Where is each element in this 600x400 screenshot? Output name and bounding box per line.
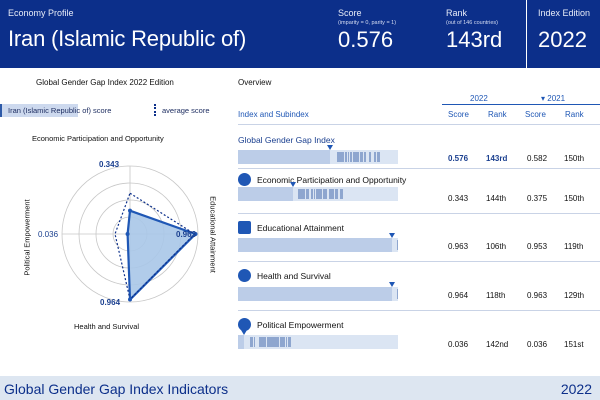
score-political: 0.036	[448, 340, 469, 349]
header-rank: Rank	[488, 110, 507, 119]
row-title-political: Political Empowerment	[257, 320, 344, 330]
profile-header: Economy Profile Iran (Islamic Republic o…	[0, 0, 600, 68]
value-political: 0.036	[38, 230, 59, 239]
row-title-educational: Educational Attainment	[257, 223, 344, 233]
health-icon	[238, 269, 251, 282]
header-rank-2021: Rank	[565, 110, 584, 119]
overview-title: Overview	[238, 78, 272, 87]
rank-economic: 144th	[486, 194, 507, 203]
rank-2021-health: 129th	[564, 291, 585, 300]
radar-chart	[61, 165, 199, 303]
overall-rank: 143rd	[446, 27, 503, 52]
score-ggg: 0.576	[448, 154, 469, 163]
economy-icon	[238, 173, 251, 186]
edition-label: Index Edition	[538, 8, 591, 18]
radar-country-area	[126, 209, 197, 301]
rank-label: Rank	[446, 8, 468, 18]
radar-point	[193, 232, 198, 236]
score-bar-ggg	[238, 150, 398, 164]
rank-health: 118th	[486, 291, 506, 300]
edition-year: 2022	[538, 27, 587, 52]
score-economic: 0.343	[448, 194, 469, 203]
value-health: 0.964	[100, 298, 121, 307]
rank-note: (out of 146 countries)	[446, 20, 498, 26]
axis-label-economic: Economic Participation and Opportunity	[32, 134, 164, 143]
score-2021-economic: 0.375	[527, 194, 548, 203]
politics-icon	[238, 318, 251, 331]
year-2022: 2022	[470, 94, 488, 103]
row-title-ggg: Global Gender Gap Index	[238, 135, 335, 145]
row-separator	[238, 168, 600, 169]
row-title-economic: Economic Participation and Opportunity	[257, 175, 407, 185]
rank-2021-economic: 150th	[564, 194, 585, 203]
score-2021-ggg: 0.582	[527, 154, 548, 163]
header-score-2021: Score	[525, 110, 546, 119]
country-name: Iran (Islamic Republic of)	[8, 26, 247, 51]
year-2022-rule	[442, 104, 524, 105]
overall-score: 0.576	[338, 27, 394, 52]
score-bar-health	[238, 287, 398, 301]
rank-2021-ggg: 150th	[564, 154, 585, 163]
radar-point	[128, 208, 132, 213]
score-2021-health: 0.963	[527, 291, 548, 300]
profile-label: Economy Profile	[8, 8, 74, 18]
score-marker-economic	[289, 182, 296, 187]
education-icon	[238, 221, 251, 234]
row-title-health: Health and Survival	[257, 271, 331, 281]
row-separator	[238, 213, 600, 214]
year-2021: ▾ 2021	[541, 94, 566, 103]
value-educational: 0.963	[176, 230, 197, 239]
score-bar-economic	[238, 187, 398, 201]
score-2021-political: 0.036	[527, 340, 548, 349]
footer-year: 2022	[560, 381, 592, 397]
score-bar-educational	[238, 238, 398, 252]
rank-educational: 106th	[486, 242, 507, 251]
row-separator	[238, 310, 600, 311]
score-health: 0.964	[448, 291, 469, 300]
legend-country-label: Iran (Islamic Republic of) score	[8, 106, 112, 115]
score-label: Score	[338, 8, 362, 18]
score-note: (imparity = 0, parity = 1)	[338, 20, 397, 26]
score-marker-health	[389, 282, 396, 287]
header-separator	[238, 124, 600, 125]
rank-ggg: 143rd	[486, 154, 508, 163]
legend-country-swatch	[0, 104, 78, 117]
legend-average-label: average score	[162, 106, 210, 115]
score-marker-ggg	[327, 145, 334, 150]
axis-label-health: Health and Survival	[74, 322, 140, 331]
score-marker-educational	[389, 233, 396, 238]
rank-political: 142nd	[486, 340, 509, 349]
score-2021-educational: 0.953	[527, 242, 548, 251]
rank-2021-political: 151st	[564, 340, 584, 349]
rank-2021-educational: 119th	[564, 242, 584, 251]
footer-banner: Global Gender Gap Index Indicators 2022	[0, 376, 600, 400]
header-index: Index and Subindex	[238, 110, 309, 119]
chart-title: Global Gender Gap Index 2022 Edition	[36, 78, 174, 87]
score-marker-political	[240, 330, 247, 335]
legend-average-swatch	[154, 104, 156, 116]
year-2021-rule	[524, 104, 600, 105]
radar-point	[128, 297, 132, 302]
value-economic: 0.343	[99, 160, 120, 169]
header-score: Score	[448, 110, 469, 119]
row-separator	[238, 261, 600, 262]
header-divider	[526, 0, 527, 68]
score-bar-political	[238, 335, 398, 349]
footer-title: Global Gender Gap Index Indicators	[4, 381, 229, 397]
radar-point	[125, 232, 130, 236]
score-educational: 0.963	[448, 242, 469, 251]
